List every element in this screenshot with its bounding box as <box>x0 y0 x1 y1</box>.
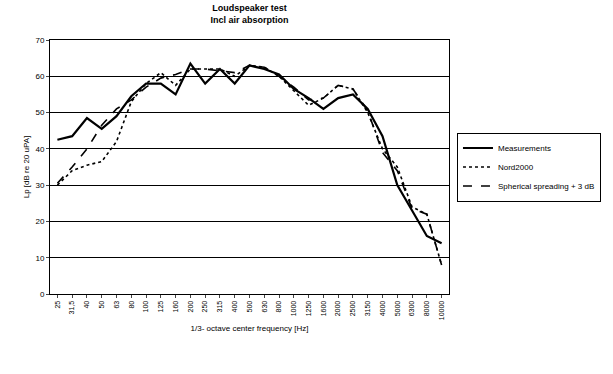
svg-text:30: 30 <box>35 181 44 190</box>
svg-text:250: 250 <box>201 301 208 313</box>
svg-text:630: 630 <box>261 301 268 313</box>
svg-text:80: 80 <box>128 301 135 309</box>
svg-text:60: 60 <box>35 72 44 81</box>
svg-text:800: 800 <box>275 301 282 313</box>
svg-text:5000: 5000 <box>394 301 401 317</box>
svg-text:8000: 8000 <box>423 301 430 317</box>
svg-text:20: 20 <box>35 217 44 226</box>
svg-text:Loudspeaker testIncl air absor: Loudspeaker testIncl air absorption <box>210 3 288 25</box>
svg-text:10: 10 <box>35 254 44 263</box>
svg-text:1600: 1600 <box>320 301 327 317</box>
svg-text:Measurements: Measurements <box>498 144 551 153</box>
svg-text:2500: 2500 <box>349 301 356 317</box>
svg-text:1000: 1000 <box>290 301 297 317</box>
svg-text:500: 500 <box>246 301 253 313</box>
svg-text:40: 40 <box>83 301 90 309</box>
svg-text:50: 50 <box>98 301 105 309</box>
svg-text:100: 100 <box>142 301 149 313</box>
svg-text:Nord2000: Nord2000 <box>498 163 534 172</box>
svg-text:63: 63 <box>113 301 120 309</box>
svg-text:3150: 3150 <box>364 301 371 317</box>
svg-text:4000: 4000 <box>379 301 386 317</box>
svg-text:Spherical spreading + 3 dB: Spherical spreading + 3 dB <box>498 182 594 191</box>
svg-text:70: 70 <box>35 36 44 45</box>
svg-text:10000: 10000 <box>438 301 445 321</box>
svg-text:40: 40 <box>35 145 44 154</box>
svg-text:25: 25 <box>54 301 61 309</box>
svg-text:315: 315 <box>216 301 223 313</box>
svg-text:6300: 6300 <box>408 301 415 317</box>
svg-text:Lp [dB re 20 uPA]: Lp [dB re 20 uPA] <box>22 136 31 199</box>
svg-text:31,5: 31,5 <box>68 301 75 315</box>
svg-text:160: 160 <box>172 301 179 313</box>
svg-text:1/3- octave center frequency [: 1/3- octave center frequency [Hz] <box>191 324 309 333</box>
svg-text:200: 200 <box>187 301 194 313</box>
svg-text:1250: 1250 <box>305 301 312 317</box>
svg-text:400: 400 <box>231 301 238 313</box>
svg-text:125: 125 <box>157 301 164 313</box>
svg-text:2000: 2000 <box>334 301 341 317</box>
svg-text:50: 50 <box>35 108 44 117</box>
svg-text:0: 0 <box>40 290 45 299</box>
